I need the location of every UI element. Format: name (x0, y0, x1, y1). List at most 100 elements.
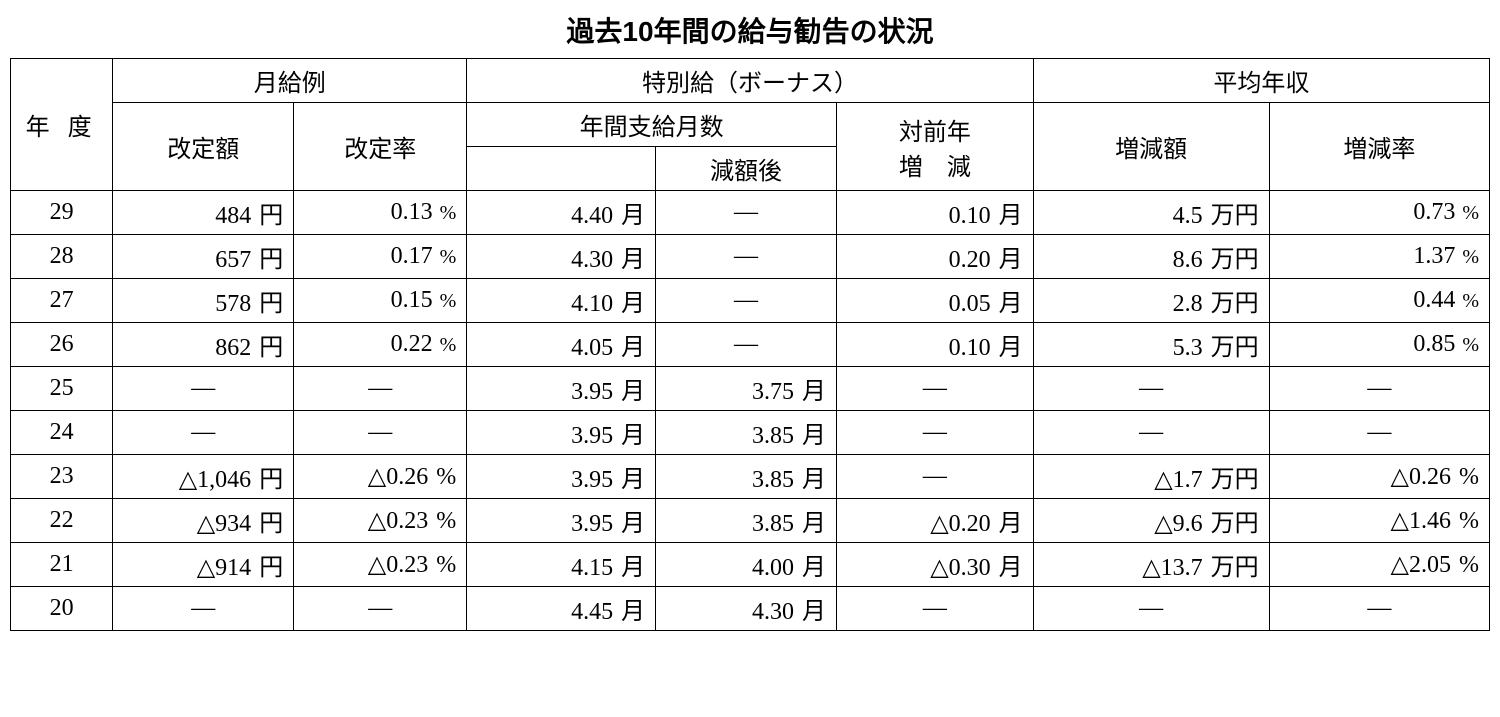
table-cell: 4.45 月 (467, 587, 656, 631)
table-header: 年 度 月給例 特別給（ボーナス） 平均年収 改定額 改定率 年間支給月数 対前… (11, 59, 1490, 191)
table-cell: △9.6 万円 (1033, 499, 1269, 543)
table-cell: ― (113, 587, 294, 631)
header-after-reduction: 減額後 (656, 147, 837, 191)
table-cell: △2.05 % (1269, 543, 1489, 587)
table-cell: 0.44 % (1269, 279, 1489, 323)
table-row: 25――3.95 月3.75 月――― (11, 367, 1490, 411)
table-cell: ― (1033, 587, 1269, 631)
table-cell: ― (294, 411, 467, 455)
table-cell: 0.85 % (1269, 323, 1489, 367)
table-cell: ― (1033, 411, 1269, 455)
table-cell: ― (1269, 367, 1489, 411)
table-cell: ― (837, 367, 1034, 411)
table-cell: 4.15 月 (467, 543, 656, 587)
header-revision-rate: 改定率 (294, 103, 467, 191)
header-avg-annual: 平均年収 (1033, 59, 1489, 103)
table-cell: △0.23 % (294, 543, 467, 587)
table-row: 20――4.45 月4.30 月――― (11, 587, 1490, 631)
table-cell: ― (113, 367, 294, 411)
header-year: 年 度 (11, 59, 113, 191)
table-cell: ― (1269, 587, 1489, 631)
header-annual-months: 年間支給月数 (467, 103, 837, 147)
cell-year: 25 (11, 367, 113, 411)
table-cell: 4.30 月 (656, 587, 837, 631)
table-cell: 3.95 月 (467, 499, 656, 543)
table-cell: △0.23 % (294, 499, 467, 543)
cell-year: 28 (11, 235, 113, 279)
table-cell: △0.20 月 (837, 499, 1034, 543)
table-cell: 4.5 万円 (1033, 191, 1269, 235)
table-cell: 0.10 月 (837, 191, 1034, 235)
table-cell: 4.30 月 (467, 235, 656, 279)
table-cell: △1.7 万円 (1033, 455, 1269, 499)
table-cell: 0.13 % (294, 191, 467, 235)
table-cell: 0.15 % (294, 279, 467, 323)
cell-year: 21 (11, 543, 113, 587)
table-cell: 4.40 月 (467, 191, 656, 235)
table-cell: 3.95 月 (467, 367, 656, 411)
table-row: 21△914 円△0.23 %4.15 月4.00 月△0.30 月△13.7 … (11, 543, 1490, 587)
header-monthly: 月給例 (113, 59, 467, 103)
table-cell: 5.3 万円 (1033, 323, 1269, 367)
header-change-amount: 増減額 (1033, 103, 1269, 191)
table-cell: 4.00 月 (656, 543, 837, 587)
table-cell: △1.46 % (1269, 499, 1489, 543)
table-cell: △1,046 円 (113, 455, 294, 499)
table-cell: ― (1269, 411, 1489, 455)
header-annual-months-blank (467, 147, 656, 191)
cell-year: 20 (11, 587, 113, 631)
table-cell: 3.75 月 (656, 367, 837, 411)
table-cell: ― (656, 191, 837, 235)
table-cell: △914 円 (113, 543, 294, 587)
table-cell: 3.95 月 (467, 411, 656, 455)
table-cell: 3.85 月 (656, 499, 837, 543)
cell-year: 22 (11, 499, 113, 543)
table-row: 23△1,046 円△0.26 %3.95 月3.85 月―△1.7 万円△0.… (11, 455, 1490, 499)
table-cell: △0.26 % (294, 455, 467, 499)
table-row: 22△934 円△0.23 %3.95 月3.85 月△0.20 月△9.6 万… (11, 499, 1490, 543)
table-cell: 2.8 万円 (1033, 279, 1269, 323)
table-cell: 1.37 % (1269, 235, 1489, 279)
table-body: 29484 円0.13 %4.40 月―0.10 月4.5 万円0.73 %28… (11, 191, 1490, 631)
table-cell: ― (656, 323, 837, 367)
table-cell: 0.05 月 (837, 279, 1034, 323)
page-title: 過去10年間の給与勧告の状況 (10, 10, 1490, 50)
table-row: 29484 円0.13 %4.40 月―0.10 月4.5 万円0.73 % (11, 191, 1490, 235)
table-cell: 862 円 (113, 323, 294, 367)
table-cell: △0.30 月 (837, 543, 1034, 587)
table-cell: 657 円 (113, 235, 294, 279)
header-yoy: 対前年 増 減 (837, 103, 1034, 191)
table-cell: 8.6 万円 (1033, 235, 1269, 279)
table-cell: 0.17 % (294, 235, 467, 279)
table-cell: ― (837, 587, 1034, 631)
table-cell: 0.20 月 (837, 235, 1034, 279)
header-yoy-line2: 増 減 (899, 155, 971, 181)
table-cell: ― (837, 455, 1034, 499)
table-row: 26862 円0.22 %4.05 月―0.10 月5.3 万円0.85 % (11, 323, 1490, 367)
table-cell: ― (1033, 367, 1269, 411)
salary-table: 年 度 月給例 特別給（ボーナス） 平均年収 改定額 改定率 年間支給月数 対前… (10, 58, 1490, 631)
header-revision-amount: 改定額 (113, 103, 294, 191)
table-cell: 4.05 月 (467, 323, 656, 367)
table-cell: ― (294, 587, 467, 631)
table-cell: ― (113, 411, 294, 455)
table-cell: ― (656, 279, 837, 323)
table-cell: △13.7 万円 (1033, 543, 1269, 587)
cell-year: 26 (11, 323, 113, 367)
header-yoy-line1: 対前年 (899, 120, 971, 146)
table-cell: 0.10 月 (837, 323, 1034, 367)
table-cell: 578 円 (113, 279, 294, 323)
table-cell: 0.22 % (294, 323, 467, 367)
table-cell: 3.85 月 (656, 411, 837, 455)
table-cell: ― (294, 367, 467, 411)
table-cell: 0.73 % (1269, 191, 1489, 235)
table-row: 28657 円0.17 %4.30 月―0.20 月8.6 万円1.37 % (11, 235, 1490, 279)
cell-year: 27 (11, 279, 113, 323)
cell-year: 29 (11, 191, 113, 235)
table-cell: ― (656, 235, 837, 279)
table-row: 27578 円0.15 %4.10 月―0.05 月2.8 万円0.44 % (11, 279, 1490, 323)
cell-year: 24 (11, 411, 113, 455)
cell-year: 23 (11, 455, 113, 499)
table-row: 24――3.95 月3.85 月――― (11, 411, 1490, 455)
table-cell: 484 円 (113, 191, 294, 235)
